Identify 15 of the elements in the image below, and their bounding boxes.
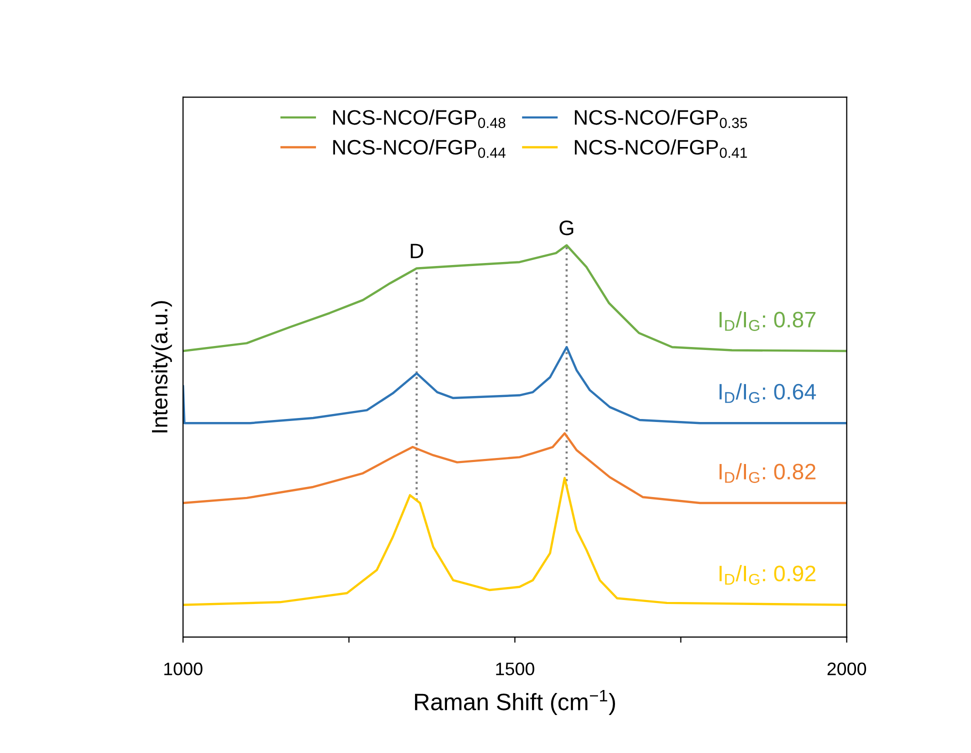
x-tick-label: 1500 [496,662,534,676]
legend-label: NCS-NCO/FGP$_{0.35}$ [574,110,748,128]
annotation: I$_{D}$/I$_{G}$: 0.64 [720,383,816,404]
annotation: I$_{D}$/I$_{G}$: 0.87 [720,311,816,331]
legend-label: NCS-NCO/FGP$_{0.44}$ [333,139,506,158]
ref-line-label: D [410,244,424,258]
x-axis-title: Raman Shift (cm$^{−1}$) [415,690,616,715]
legend-label: NCS-NCO/FGP$_{0.41}$ [574,139,747,158]
annotation: I$_{D}$/I$_{G}$: 0.92 [720,565,816,585]
y-axis-title: Intensity(a.u.) [151,301,172,432]
annotation: I$_{D}$/I$_{G}$: 0.82 [720,463,816,483]
ref-line-label: G [560,220,574,236]
legend-label: NCS-NCO/FGP$_{0.48}$ [333,110,506,128]
x-tick-label: 1000 [164,662,202,676]
x-tick-label: 2000 [828,662,866,676]
